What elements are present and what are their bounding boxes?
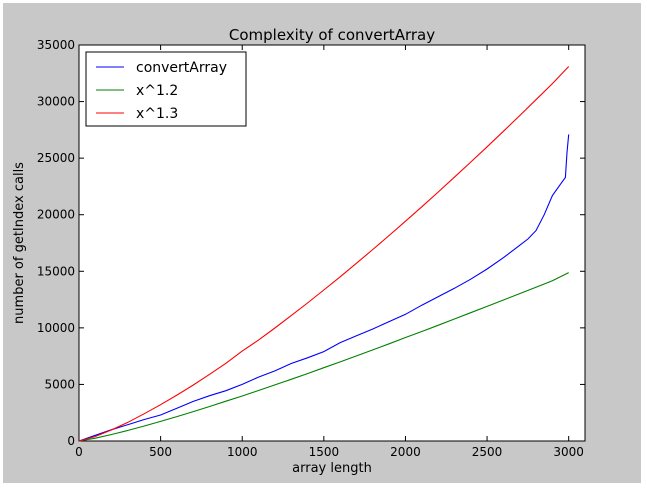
figure-background: Complexity of convertArray array length … — [3, 3, 641, 483]
series-line-x-1-3 — [78, 66, 570, 442]
legend-box — [85, 51, 247, 127]
x-tick-label: 1000 — [227, 445, 258, 459]
series-lines — [78, 66, 570, 442]
y-axis-label: number of getIndex calls — [12, 162, 27, 324]
legend-label: x^1.3 — [136, 106, 178, 122]
chart-title: Complexity of convertArray — [229, 26, 435, 44]
x-tick-label: 2000 — [390, 445, 421, 459]
x-axis-label: array length — [292, 461, 372, 476]
y-tick-label: 5000 — [44, 377, 75, 391]
x-tick-label: 2500 — [472, 445, 503, 459]
axis-ticks: 0 500 1000 1500 2000 2500 30000500010000150002… — [37, 38, 585, 459]
legend-label: x^1.2 — [136, 83, 178, 99]
series-line-convertarray — [78, 134, 570, 442]
y-tick-label: 15000 — [37, 264, 75, 278]
y-tick-label: 30000 — [37, 95, 75, 109]
y-tick-label: 20000 — [37, 208, 75, 222]
x-tick-label: 500 — [149, 445, 172, 459]
x-tick-label: 3000 — [553, 445, 584, 459]
y-tick-label: 10000 — [37, 321, 75, 335]
line-chart: Complexity of convertArray array length … — [12, 26, 586, 476]
legend: convertArray x^1.2 x^1.3 — [85, 51, 247, 127]
y-tick-label: 35000 — [37, 38, 75, 52]
series-line-x-1-2 — [78, 272, 569, 442]
y-tick-label: 0 — [67, 434, 75, 448]
legend-label: convertArray — [136, 60, 227, 76]
y-tick-label: 25000 — [37, 151, 75, 165]
x-tick-label: 1500 — [309, 445, 340, 459]
x-tick-label: 0 — [75, 445, 83, 459]
